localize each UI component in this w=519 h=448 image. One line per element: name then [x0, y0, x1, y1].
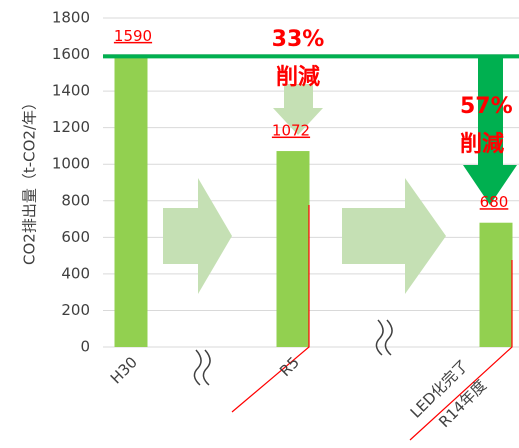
y-axis-label: CO2排出量（t-CO2/年）	[21, 95, 39, 265]
break-mark	[375, 319, 393, 356]
data-label: 1590	[114, 27, 152, 45]
data-label: 680	[480, 193, 509, 211]
y-tick-label: 800	[61, 191, 90, 209]
leader-line	[409, 260, 513, 441]
arrow	[463, 58, 517, 205]
arrow	[342, 178, 446, 294]
annotation-percent: 57%	[460, 94, 513, 119]
break-mark	[193, 349, 211, 386]
arrow	[163, 178, 232, 294]
y-tick-label: 1400	[52, 82, 90, 100]
y-tick-label: 600	[61, 228, 90, 246]
y-tick-label: 0	[80, 338, 90, 356]
arrow	[273, 84, 323, 135]
bar	[114, 56, 148, 348]
y-tick-label: 200	[61, 301, 90, 319]
y-tick-label: 1200	[52, 118, 90, 136]
y-tick-label: 1000	[52, 155, 90, 173]
leader-line	[231, 205, 310, 413]
y-tick-label: 1600	[52, 45, 90, 63]
y-tick-label: 400	[61, 264, 90, 282]
y-tick-label: 1800	[52, 9, 90, 27]
annotation-text: 削減	[460, 132, 504, 157]
bar	[479, 222, 513, 347]
data-label: 1072	[272, 122, 310, 140]
bar	[276, 151, 310, 347]
annotation-percent: 33%	[272, 27, 325, 52]
annotation-text: 削減	[276, 65, 320, 90]
